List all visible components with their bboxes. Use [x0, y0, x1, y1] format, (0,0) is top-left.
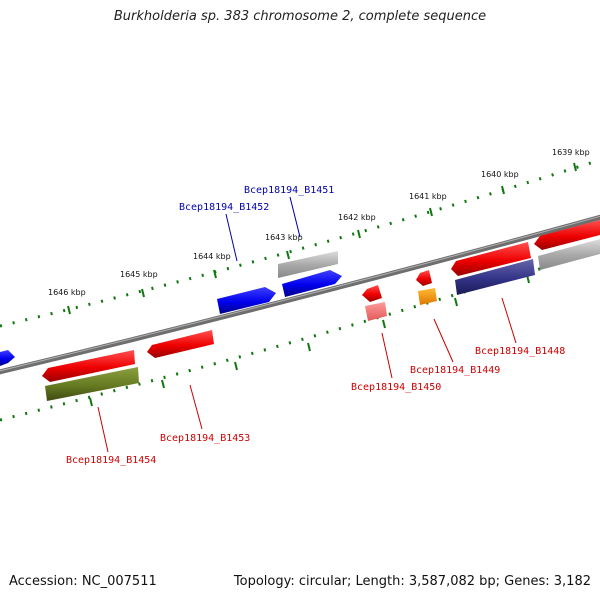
gene-block-bcep18194-b1449[interactable]	[418, 288, 437, 305]
tick-label: 1641 kbp	[409, 192, 447, 201]
tick-label: 1644 kbp	[193, 252, 231, 261]
chromosome-backbone-highlight	[0, 215, 600, 372]
gene-arrow-bcep18194-b1454[interactable]	[42, 350, 135, 382]
gene-label[interactable]: Bcep18194_B1450	[351, 382, 441, 393]
gene-arrow-bcep18194-b1453[interactable]	[147, 330, 214, 358]
major-ticks	[67, 162, 577, 315]
gene-arrow[interactable]	[0, 350, 15, 366]
gene-arrow-bcep18194-b1448[interactable]	[451, 242, 531, 276]
gene-label[interactable]: Bcep18194_B1448	[475, 346, 565, 357]
chromosome-backbone	[0, 214, 600, 375]
gene-label[interactable]: Bcep18194_B1451	[244, 185, 334, 196]
tick-label: 1646 kbp	[48, 288, 86, 297]
tick-label: 1639 kbp	[552, 148, 590, 157]
gene-arrow-olive[interactable]	[45, 367, 139, 401]
gene-arrow-bcep18194-b1450[interactable]	[362, 285, 382, 302]
tick-label: 1645 kbp	[120, 270, 158, 279]
accession-text: Accession: NC_007511	[9, 574, 157, 589]
gene-arrow-bcep18194-b1451[interactable]	[282, 270, 342, 297]
tick-label: 1642 kbp	[338, 213, 376, 222]
gene-arrow-bcep18194-b1452[interactable]	[217, 287, 276, 314]
tick-label: 1643 kbp	[265, 233, 303, 242]
gene-arrow-red-right[interactable]	[534, 220, 600, 250]
gene-arrow-red-small[interactable]	[416, 270, 432, 286]
gene-block-gray[interactable]	[278, 251, 338, 278]
gene-block-navy[interactable]	[455, 259, 535, 295]
map-title: Burkholderia sp. 383 chromosome 2, compl…	[113, 9, 487, 24]
gene-block-gray-right[interactable]	[538, 239, 600, 270]
gene-block-pink[interactable]	[365, 302, 387, 321]
label-leader-lines	[97, 196, 517, 453]
topology-text: Topology: circular; Length: 3,587,082 bp…	[233, 574, 591, 589]
outer-scale-dots	[0, 158, 600, 328]
tick-label: 1640 kbp	[481, 170, 519, 179]
gene-label[interactable]: Bcep18194_B1452	[179, 202, 269, 213]
gene-label[interactable]: Bcep18194_B1453	[160, 433, 250, 444]
gene-label[interactable]: Bcep18194_B1449	[410, 365, 500, 376]
gene-label[interactable]: Bcep18194_B1454	[66, 455, 156, 466]
